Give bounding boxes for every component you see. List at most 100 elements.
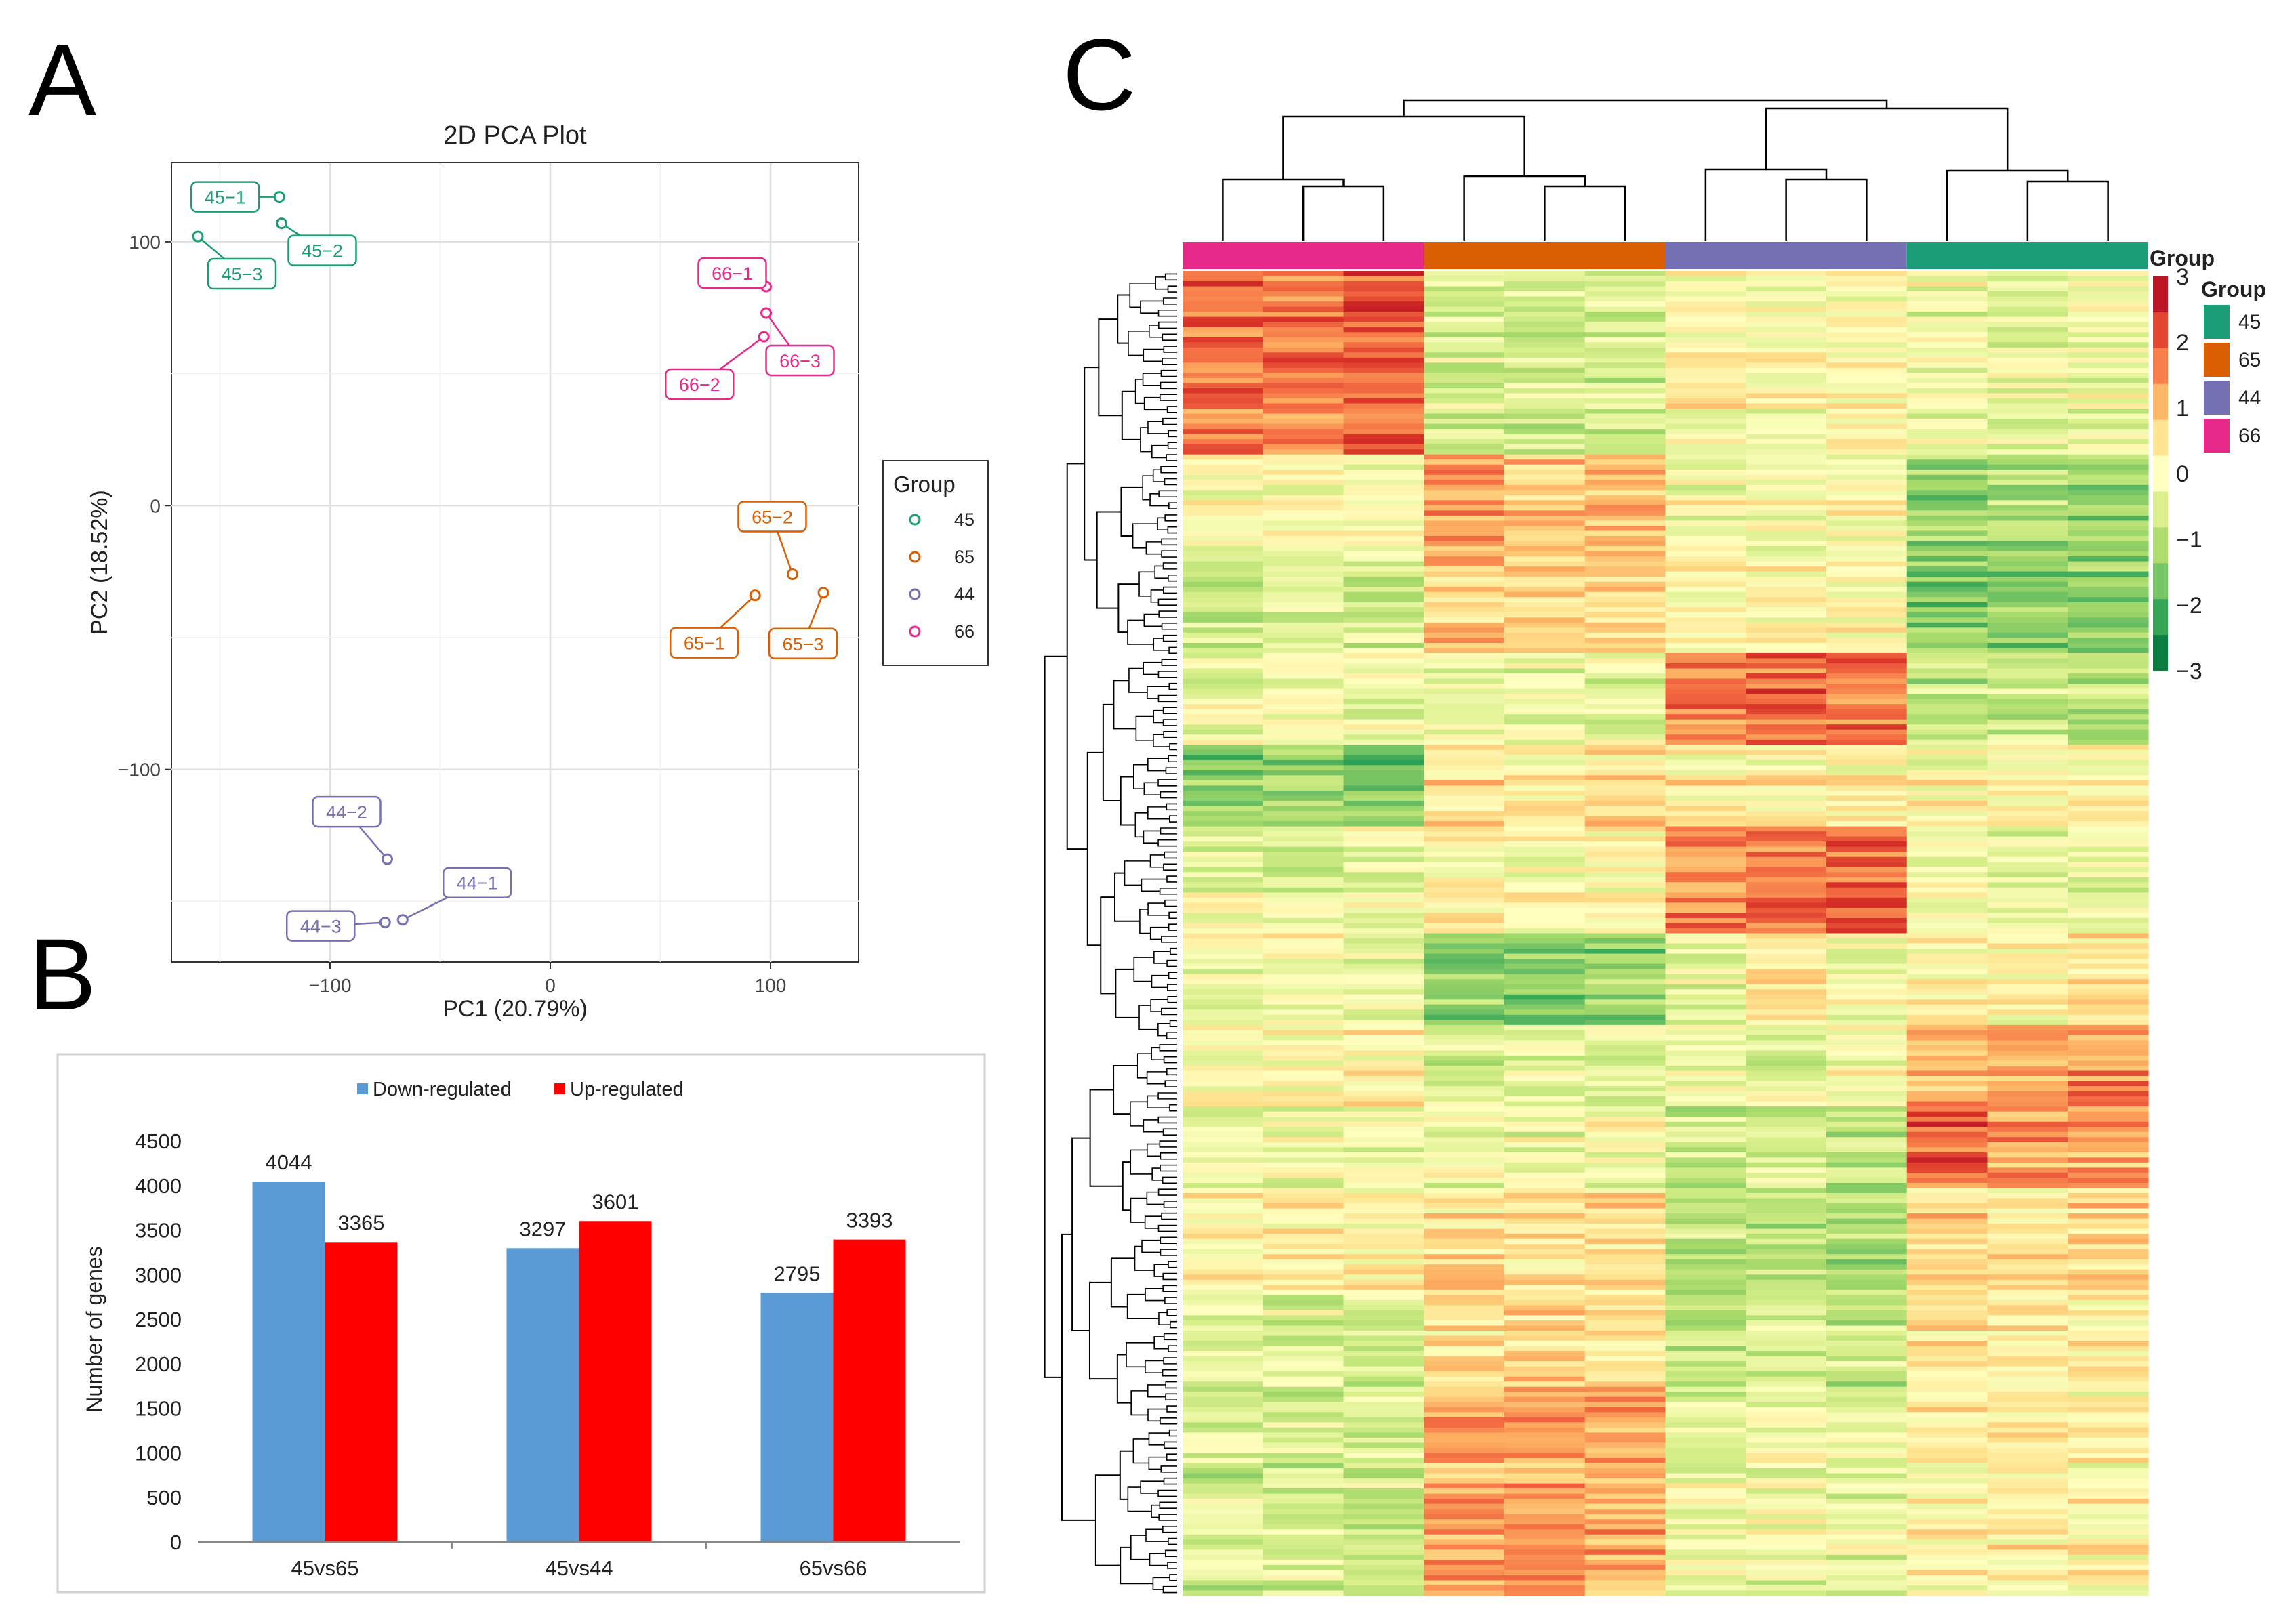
heatmap-cell xyxy=(1665,561,1746,567)
heatmap-cell xyxy=(1504,1457,1586,1464)
heatmap-cell xyxy=(1826,999,1908,1005)
row-dendrogram-link xyxy=(1136,1053,1152,1079)
heatmap-cell xyxy=(1343,668,1424,674)
heatmap-cell xyxy=(2068,1040,2149,1046)
heatmap-cell xyxy=(2068,969,2149,975)
heatmap-cell xyxy=(1584,867,1666,873)
row-dendrogram-link xyxy=(1146,1143,1161,1157)
heatmap-cell xyxy=(1424,831,1505,837)
heatmap-cell xyxy=(1665,1315,1746,1321)
heatmap-cell xyxy=(1263,409,1345,415)
heatmap-cell xyxy=(2068,286,2149,292)
heatmap-cell xyxy=(1504,1188,1586,1194)
row-dendrogram-link xyxy=(1161,1212,1177,1220)
heatmap-cell xyxy=(1665,1539,1746,1545)
heatmap-cell xyxy=(1424,826,1505,832)
heatmap-cell xyxy=(1424,1346,1505,1352)
pca-point xyxy=(382,853,393,865)
heatmap-cell xyxy=(2068,1228,2149,1234)
heatmap-cell xyxy=(1746,652,1827,659)
heatmap-cell xyxy=(1987,1361,2068,1367)
heatmap-cell xyxy=(1746,1422,1827,1428)
heatmap-cell xyxy=(1826,989,1908,995)
heatmap-cell xyxy=(1987,1101,2068,1107)
heatmap-cell xyxy=(1665,1249,1746,1255)
heatmap-cell xyxy=(2068,642,2149,649)
heatmap-cell xyxy=(1987,434,2068,440)
heatmap-cell xyxy=(1263,1289,1345,1295)
heatmap-cell xyxy=(1504,1534,1586,1540)
heatmap-cell xyxy=(1504,999,1586,1005)
heatmap-cell xyxy=(1263,729,1345,735)
heatmap-cell xyxy=(1746,332,1827,338)
heatmap-cell xyxy=(1826,1417,1908,1423)
pca-point-label: 66−3 xyxy=(779,351,821,371)
heatmap-cell xyxy=(1665,856,1746,862)
row-dendrogram-link xyxy=(1164,1441,1177,1449)
heatmap-cell xyxy=(1906,902,1988,909)
row-dendrogram-link xyxy=(1088,1281,1117,1380)
heatmap-cell xyxy=(1504,1356,1586,1362)
heatmap-cell xyxy=(1424,923,1505,929)
heatmap-cell xyxy=(2068,1503,2149,1510)
heatmap-cell xyxy=(1906,959,1988,965)
heatmap-cell xyxy=(1584,1499,1666,1505)
heatmap-cell xyxy=(1504,393,1586,399)
heatmap-cell xyxy=(1746,1509,1827,1515)
heatmap-cell xyxy=(1826,1106,1908,1112)
heatmap-cell xyxy=(1987,1162,2068,1168)
heatmap-cell xyxy=(1504,678,1586,684)
row-dendrogram-link xyxy=(1159,1140,1177,1148)
heatmap-cell xyxy=(1987,806,2068,812)
heatmap-cell xyxy=(1746,1544,1827,1550)
heatmap-cell xyxy=(1584,1035,1666,1041)
row-dendrogram-link xyxy=(1160,791,1177,799)
heatmap-cell xyxy=(1987,1228,2068,1234)
heatmap-cell xyxy=(1343,642,1424,649)
heatmap-cell xyxy=(1183,1539,1264,1545)
heatmap-cell xyxy=(1424,470,1505,476)
row-dendrogram-link xyxy=(1168,911,1177,919)
heatmap-cell xyxy=(1987,484,2068,491)
heatmap-cell xyxy=(1665,276,1746,282)
heatmap-cell xyxy=(2068,607,2149,613)
row-dendrogram-link xyxy=(1165,1381,1177,1389)
heatmap-cell xyxy=(1826,1519,1908,1525)
color-scale-tick-label: 3 xyxy=(2176,264,2189,290)
heatmap-cell xyxy=(2068,541,2149,547)
heatmap-cell xyxy=(1987,841,2068,848)
heatmap-cell xyxy=(1504,1402,1586,1408)
heatmap-cell xyxy=(1987,1121,2068,1127)
row-dendrogram-link xyxy=(1158,610,1177,618)
heatmap-cell xyxy=(1504,1182,1586,1189)
heatmap-cell xyxy=(1826,846,1908,852)
heatmap-cell xyxy=(2068,923,2149,929)
heatmap-cell xyxy=(1746,495,1827,501)
heatmap-cell xyxy=(1343,1554,1424,1560)
heatmap-cell xyxy=(1183,658,1264,664)
heatmap-cell xyxy=(1424,999,1505,1005)
heatmap-cell xyxy=(1504,1539,1586,1545)
heatmap-cell xyxy=(1263,811,1345,817)
heatmap-cell xyxy=(2068,1356,2149,1362)
row-dendrogram-link xyxy=(1162,1285,1177,1293)
heatmap-cell xyxy=(1665,1050,1746,1056)
heatmap-cell xyxy=(1343,347,1424,353)
heatmap-cell xyxy=(2068,1182,2149,1189)
heatmap-cell xyxy=(1746,409,1827,415)
heatmap-cell xyxy=(1343,1320,1424,1327)
heatmap-cell xyxy=(1987,373,2068,379)
heatmap-cell xyxy=(2068,1402,2149,1408)
heatmap-cell xyxy=(2068,1396,2149,1402)
heatmap-cell xyxy=(1343,1315,1424,1321)
heatmap-cell xyxy=(1183,959,1264,965)
row-dendrogram-link xyxy=(1145,1288,1165,1302)
heatmap-cell xyxy=(1343,1544,1424,1550)
heatmap-cell xyxy=(1665,1534,1746,1540)
heatmap-cell xyxy=(1584,367,1666,373)
heatmap-cell xyxy=(1424,1366,1505,1372)
heatmap-cell xyxy=(1665,1488,1746,1495)
heatmap-cell xyxy=(1504,525,1586,532)
heatmap-cell xyxy=(1665,444,1746,450)
heatmap-cell xyxy=(1746,627,1827,633)
